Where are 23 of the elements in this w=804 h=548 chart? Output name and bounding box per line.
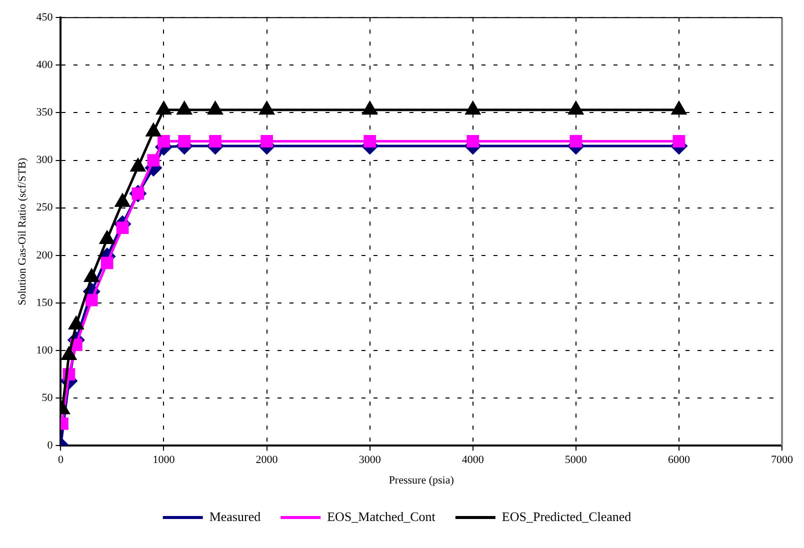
x-tick-label: 3000 [358,454,382,466]
y-axis-title: Solution Gas-Oil Ratio (scf/STB) [16,157,28,306]
legend-label: EOS_Matched_Cont [327,508,436,524]
y-tick-label: 400 [36,59,54,72]
y-tick-label: 350 [36,106,54,119]
y-tick-label: 250 [36,202,54,214]
y-tick-label: 100 [36,344,54,356]
x-tick-label: 2000 [256,454,278,466]
legend-label: Measured [209,508,262,524]
legend-label: EOS_Predicted_Cleaned [502,508,632,524]
y-tick-label: 150 [36,296,54,309]
x-tick-label: 6000 [668,454,690,466]
y-tick-label: 450 [36,11,54,24]
x-tick-label: 1000 [152,454,176,466]
x-axis-title: Pressure (psia) [388,474,454,486]
y-tick-label: 300 [36,154,54,166]
y-tick-label: 0 [47,439,54,452]
x-tick-label: 7000 [771,454,794,466]
x-tick-label: 0 [58,454,64,466]
x-tick-label: 5000 [564,454,588,466]
x-tick-label: 4000 [462,454,484,466]
y-tick-label: 50 [42,392,54,404]
y-tick-label: 200 [36,249,54,262]
